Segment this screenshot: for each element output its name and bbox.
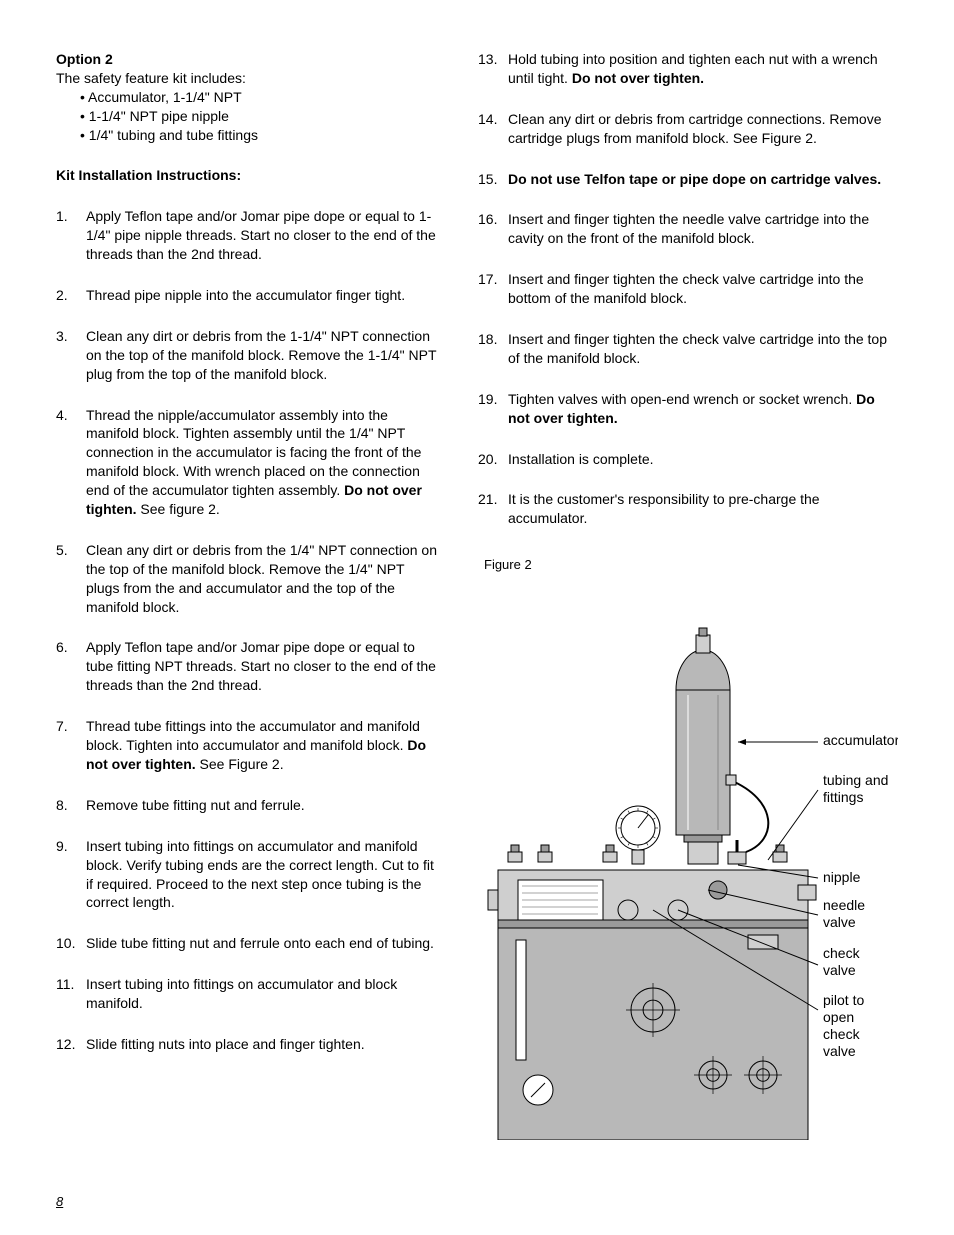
svg-text:valve: valve — [823, 914, 856, 930]
step-number: 5. — [56, 541, 86, 617]
step-text: Insert tubing into fittings on accumulat… — [86, 837, 438, 913]
step-number: 14. — [478, 110, 508, 148]
kit-item: Accumulator, 1-1/4" NPT — [80, 88, 438, 107]
step-number: 21. — [478, 490, 508, 528]
step-bold: Do not over tighten. — [508, 391, 875, 426]
step-text: Slide fitting nuts into place and finger… — [86, 1035, 438, 1054]
step-item: 14.Clean any dirt or debris from cartrid… — [478, 110, 898, 148]
step-item: 19.Tighten valves with open-end wrench o… — [478, 390, 898, 428]
step-item: 5.Clean any dirt or debris from the 1/4"… — [56, 541, 438, 617]
step-item: 9.Insert tubing into fittings on accumul… — [56, 837, 438, 913]
step-number: 12. — [56, 1035, 86, 1054]
step-text: Clean any dirt or debris from the 1-1/4"… — [86, 327, 438, 384]
step-number: 20. — [478, 450, 508, 469]
step-text: Apply Teflon tape and/or Jomar pipe dope… — [86, 207, 438, 264]
svg-text:check: check — [823, 945, 861, 961]
step-number: 2. — [56, 286, 86, 305]
step-number: 10. — [56, 934, 86, 953]
step-number: 3. — [56, 327, 86, 384]
step-text: Insert tubing into fittings on accumulat… — [86, 975, 438, 1013]
step-text: Do not use Telfon tape or pipe dope on c… — [508, 170, 898, 189]
step-text: Apply Teflon tape and/or Jomar pipe dope… — [86, 638, 438, 695]
svg-text:check: check — [823, 1026, 861, 1042]
step-item: 1.Apply Teflon tape and/or Jomar pipe do… — [56, 207, 438, 264]
page-number: 8 — [56, 1193, 63, 1211]
step-item: 7.Thread tube fittings into the accumula… — [56, 717, 438, 774]
step-text: Tighten valves with open-end wrench or s… — [508, 390, 898, 428]
step-text: Remove tube fitting nut and ferrule. — [86, 796, 438, 815]
step-number: 11. — [56, 975, 86, 1013]
step-item: 12.Slide fitting nuts into place and fin… — [56, 1035, 438, 1054]
kit-item-list: Accumulator, 1-1/4" NPT 1-1/4" NPT pipe … — [80, 88, 438, 145]
step-item: 15.Do not use Telfon tape or pipe dope o… — [478, 170, 898, 189]
step-item: 8.Remove tube fitting nut and ferrule. — [56, 796, 438, 815]
step-number: 4. — [56, 406, 86, 519]
step-text: Installation is complete. — [508, 450, 898, 469]
kit-item: 1-1/4" NPT pipe nipple — [80, 107, 438, 126]
step-number: 7. — [56, 717, 86, 774]
figure-2: Figure 2 accumulator tubing andfittings ni… — [478, 556, 898, 1140]
step-item: 20.Installation is complete. — [478, 450, 898, 469]
step-item: 11.Insert tubing into fittings on accumu… — [56, 975, 438, 1013]
svg-text:tubing and: tubing and — [823, 772, 888, 788]
step-bold: Do not use Telfon tape or pipe dope on c… — [508, 171, 881, 187]
step-item: 3.Clean any dirt or debris from the 1-1/… — [56, 327, 438, 384]
step-text: Hold tubing into position and tighten ea… — [508, 50, 898, 88]
svg-text:pilot to: pilot to — [823, 992, 864, 1008]
step-number: 6. — [56, 638, 86, 695]
figure-label: Figure 2 — [484, 556, 898, 574]
left-column: Option 2 The safety feature kit includes… — [56, 50, 438, 1140]
svg-text:nipple: nipple — [823, 869, 861, 885]
step-item: 17.Insert and finger tighten the check v… — [478, 270, 898, 308]
step-text: Thread pipe nipple into the accumulator … — [86, 286, 438, 305]
step-number: 19. — [478, 390, 508, 428]
right-column: 13.Hold tubing into position and tighten… — [478, 50, 898, 1140]
step-item: 21.It is the customer's responsibility t… — [478, 490, 898, 528]
step-text: Insert and finger tighten the check valv… — [508, 330, 898, 368]
option-title: Option 2 — [56, 50, 438, 69]
step-text: Thread tube fittings into the accumulato… — [86, 717, 438, 774]
step-number: 16. — [478, 210, 508, 248]
kit-intro: The safety feature kit includes: — [56, 69, 438, 88]
step-item: 6.Apply Teflon tape and/or Jomar pipe do… — [56, 638, 438, 695]
step-text: Insert and finger tighten the needle val… — [508, 210, 898, 248]
step-text: Clean any dirt or debris from cartridge … — [508, 110, 898, 148]
step-item: 10.Slide tube fitting nut and ferrule on… — [56, 934, 438, 953]
svg-text:needle: needle — [823, 897, 865, 913]
step-bold: Do not over tighten. — [572, 70, 704, 86]
step-number: 13. — [478, 50, 508, 88]
figure-2-svg: accumulator tubing andfittings nipple needl… — [478, 580, 898, 1140]
step-bold: Do not over tighten. — [86, 482, 422, 517]
svg-text:fittings: fittings — [823, 789, 863, 805]
step-number: 18. — [478, 330, 508, 368]
step-text: It is the customer's responsibility to p… — [508, 490, 898, 528]
step-number: 8. — [56, 796, 86, 815]
step-text: Slide tube fitting nut and ferrule onto … — [86, 934, 438, 953]
install-heading: Kit Installation Instructions: — [56, 166, 438, 185]
manual-page: Option 2 The safety feature kit includes… — [0, 0, 954, 1235]
svg-text:accumulator: accumulator — [823, 732, 898, 748]
right-step-list: 13.Hold tubing into position and tighten… — [478, 50, 898, 528]
step-number: 1. — [56, 207, 86, 264]
step-item: 4.Thread the nipple/accumulator assembly… — [56, 406, 438, 519]
step-item: 18.Insert and finger tighten the check v… — [478, 330, 898, 368]
step-item: 2.Thread pipe nipple into the accumulato… — [56, 286, 438, 305]
step-text: Thread the nipple/accumulator assembly i… — [86, 406, 438, 519]
step-bold: Do not over tighten. — [86, 737, 426, 772]
step-item: 13.Hold tubing into position and tighten… — [478, 50, 898, 88]
step-text: Clean any dirt or debris from the 1/4" N… — [86, 541, 438, 617]
step-item: 16.Insert and finger tighten the needle … — [478, 210, 898, 248]
step-text: Insert and finger tighten the check valv… — [508, 270, 898, 308]
left-step-list: 1.Apply Teflon tape and/or Jomar pipe do… — [56, 207, 438, 1054]
svg-text:open: open — [823, 1009, 854, 1025]
svg-text:valve: valve — [823, 962, 856, 978]
step-number: 17. — [478, 270, 508, 308]
kit-item: 1/4" tubing and tube fittings — [80, 126, 438, 145]
step-number: 15. — [478, 170, 508, 189]
step-number: 9. — [56, 837, 86, 913]
svg-text:valve: valve — [823, 1043, 856, 1059]
